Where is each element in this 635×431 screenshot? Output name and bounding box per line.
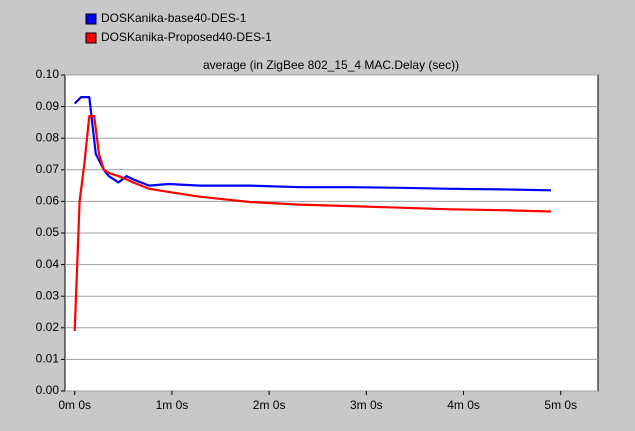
- x-tick-label: 3m 0s: [350, 398, 383, 412]
- y-tick-label: 0.08: [36, 130, 60, 144]
- y-tick-label: 0.00: [36, 383, 60, 397]
- x-tick-label: 2m 0s: [253, 398, 286, 412]
- series-line: [73, 96, 552, 192]
- legend-label: DOSKanika-base40-DES-1: [101, 11, 247, 25]
- x-tick-label: 1m 0s: [156, 398, 189, 412]
- y-tick-label: 0.04: [36, 257, 60, 271]
- x-tick-label: 5m 0s: [544, 398, 577, 412]
- chart-title: average (in ZigBee 802_15_4 MAC.Delay (s…: [203, 58, 459, 72]
- y-tick-label: 0.02: [36, 320, 60, 334]
- legend-label: DOSKanika-Proposed40-DES-1: [101, 30, 272, 44]
- x-tick-label: 0m 0s: [58, 398, 91, 412]
- x-tick-label: 4m 0s: [447, 398, 480, 412]
- y-tick-label: 0.07: [36, 162, 60, 176]
- y-tick-label: 0.10: [36, 67, 60, 81]
- y-tick-label: 0.03: [36, 288, 60, 302]
- legend-swatch: [85, 32, 97, 44]
- legend-swatch: [85, 13, 97, 25]
- y-tick-label: 0.05: [36, 225, 60, 239]
- y-tick-label: 0.09: [36, 99, 60, 113]
- y-tick-label: 0.01: [36, 352, 60, 366]
- y-tick-label: 0.06: [36, 194, 60, 208]
- series-line: [73, 115, 552, 332]
